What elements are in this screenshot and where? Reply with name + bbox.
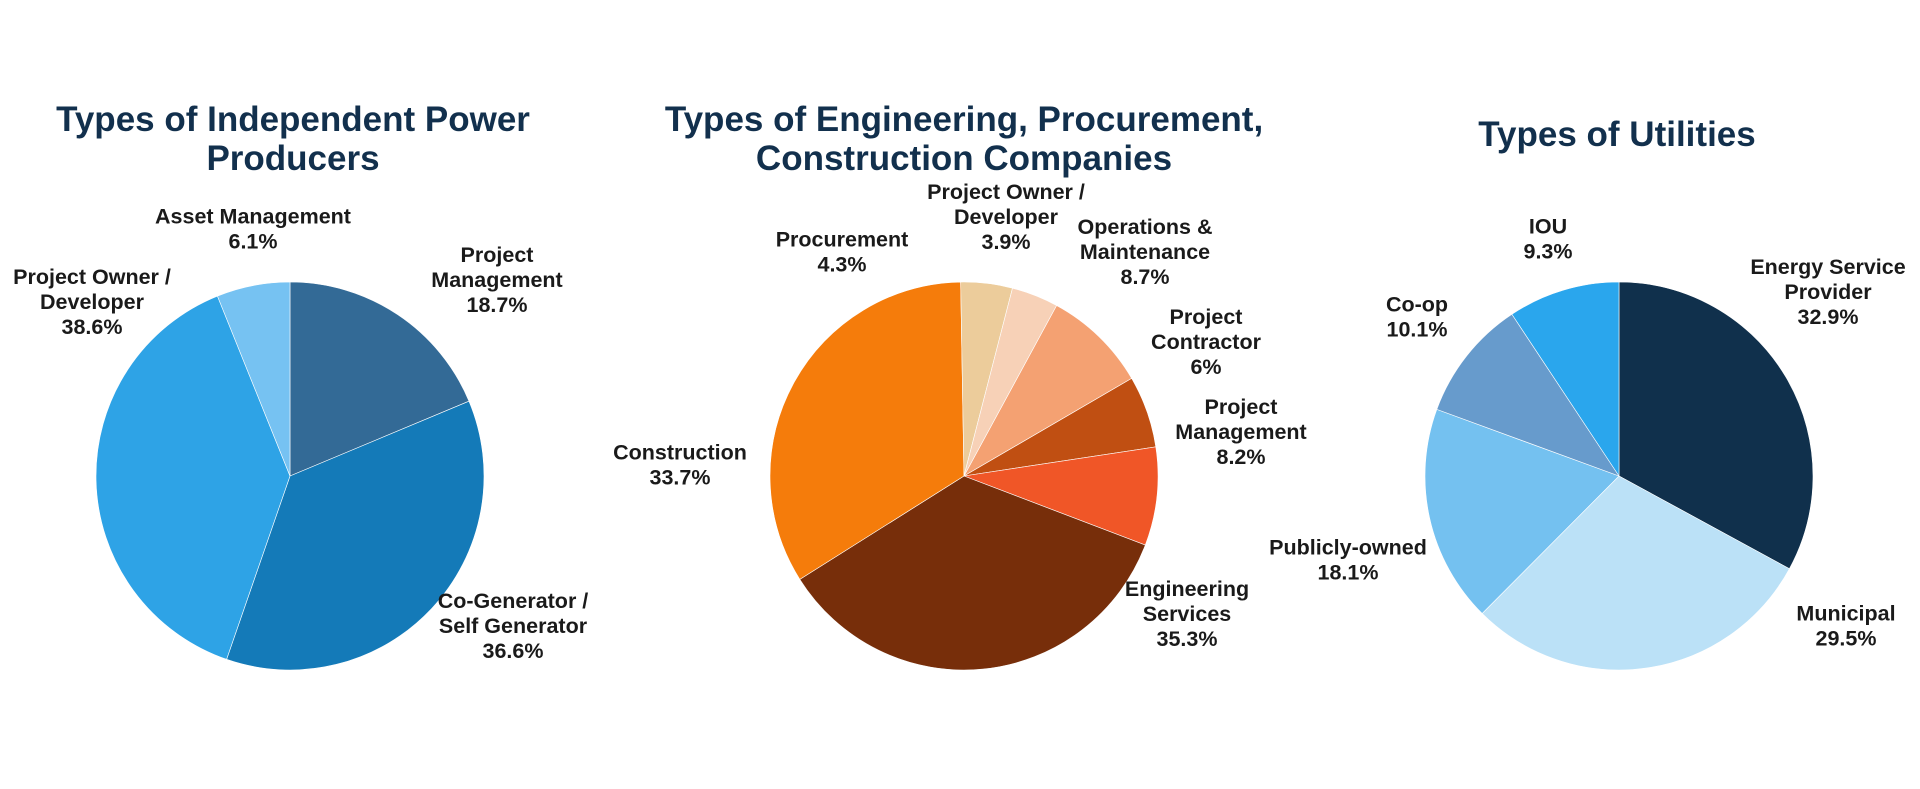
pie-slice — [1481, 475, 1790, 671]
pie-slice — [963, 287, 1057, 477]
slice-category-label: Developer — [40, 290, 145, 314]
slice-label: Municipal 29.5% — [1796, 602, 1895, 651]
chart-title: Types of Engineering, Procurement, Constr… — [665, 100, 1263, 178]
slice-category-label: Self Generator — [439, 614, 588, 638]
slice-category-label: Asset Management — [155, 205, 351, 229]
slice-value-label: 8.7% — [1120, 265, 1169, 289]
slice-category-label: Procurement — [776, 228, 909, 252]
slice-value-label: 36.6% — [483, 639, 544, 663]
slice-label: Asset Management 6.1% — [155, 205, 351, 254]
slice-value-label: 10.1% — [1387, 318, 1448, 342]
slice-category-label: Engineering — [1125, 577, 1249, 601]
slice-label: Co-op 10.1% — [1386, 293, 1448, 342]
pie-chart-1: Types of Independent Power Producers Proje… — [13, 100, 589, 671]
slice-category-label: Services — [1143, 602, 1232, 626]
pie-slice — [963, 305, 1133, 477]
slice-label: Project Contractor 6% — [1151, 305, 1262, 379]
chart-title: Types of Utilities — [1478, 115, 1755, 154]
slice-label: IOU 9.3% — [1523, 215, 1572, 264]
pie-slice — [1618, 281, 1814, 570]
pie-slice — [799, 475, 1146, 671]
slice-category-label: IOU — [1529, 215, 1567, 239]
slice-value-label: 9.3% — [1523, 240, 1572, 264]
slice-label: Procurement 4.3% — [776, 228, 909, 277]
pie-slice — [769, 281, 965, 580]
chart-title: Types of Independent Power Producers — [56, 100, 530, 178]
slice-category-label: Management — [431, 268, 562, 292]
slice-value-label: 18.1% — [1318, 561, 1379, 585]
slice-category-label: Project Owner / — [13, 265, 171, 289]
slice-category-label: Project — [1205, 395, 1278, 419]
pie-slice — [1511, 281, 1620, 477]
slice-label: Project Management 8.2% — [1175, 395, 1306, 469]
slice-label: Publicly-owned 18.1% — [1269, 536, 1427, 585]
pie-slice — [95, 295, 291, 660]
pie-slice — [962, 446, 1159, 546]
slice-value-label: 3.9% — [981, 230, 1030, 254]
slice-label: Construction 33.7% — [613, 441, 747, 490]
slice-category-label: Co-op — [1386, 293, 1448, 317]
slice-category-label: Energy Service — [1750, 255, 1905, 279]
pie-slice — [217, 281, 291, 477]
slice-category-label: Project — [1170, 305, 1243, 329]
pie-chart-3: Types of Utilities Energy Service Provider… — [1269, 115, 1906, 671]
slice-category-label: Management — [1175, 420, 1306, 444]
slice-value-label: 38.6% — [62, 315, 123, 339]
slice-label: Operations & Maintenance 8.7% — [1078, 215, 1213, 289]
slice-value-label: 29.5% — [1816, 627, 1877, 651]
slice-label: Engineering Services 35.3% — [1125, 577, 1249, 651]
pie-slice — [226, 400, 485, 671]
slice-value-label: 18.7% — [467, 293, 528, 317]
slice-label: Energy Service Provider 32.9% — [1750, 255, 1905, 329]
pie-slice — [1424, 408, 1620, 614]
slice-category-label: Project Owner / — [927, 180, 1085, 204]
slice-value-label: 8.2% — [1216, 445, 1265, 469]
slice-category-label: Project — [461, 243, 534, 267]
slice-category-label: Construction — [613, 441, 747, 465]
slice-category-label: Operations & — [1078, 215, 1213, 239]
slice-category-label: Contractor — [1151, 330, 1262, 354]
slice-label: Co-Generator / Self Generator 36.6% — [438, 589, 589, 663]
slice-label: Project Management 18.7% — [431, 243, 562, 317]
slice-value-label: 6.1% — [228, 230, 277, 254]
slice-label: Project Owner / Developer 3.9% — [927, 180, 1085, 254]
slice-value-label: 6% — [1190, 355, 1221, 379]
slice-value-label: 4.3% — [817, 253, 866, 277]
pie-slice — [1436, 313, 1620, 477]
slice-category-label: Developer — [954, 205, 1059, 229]
slice-category-label: Municipal — [1796, 602, 1895, 626]
slice-value-label: 35.3% — [1157, 627, 1218, 651]
slice-label: Project Owner / Developer 38.6% — [13, 265, 171, 339]
slice-category-label: Co-Generator / — [438, 589, 589, 613]
chart-title-line: Producers — [206, 139, 379, 178]
chart-title-line: Construction Companies — [756, 139, 1172, 178]
slice-category-label: Maintenance — [1080, 240, 1210, 264]
slice-category-label: Publicly-owned — [1269, 536, 1427, 560]
slice-value-label: 33.7% — [650, 466, 711, 490]
chart-title-line: Types of Engineering, Procurement, — [665, 100, 1263, 139]
slice-value-label: 32.9% — [1798, 305, 1859, 329]
chart-title-line: Types of Independent Power — [56, 100, 530, 139]
pie-slice — [289, 281, 470, 477]
pie-chart-2: Types of Engineering, Procurement, Constr… — [613, 100, 1307, 671]
slice-category-label: Provider — [1784, 280, 1872, 304]
chart-title-line: Types of Utilities — [1478, 115, 1755, 154]
